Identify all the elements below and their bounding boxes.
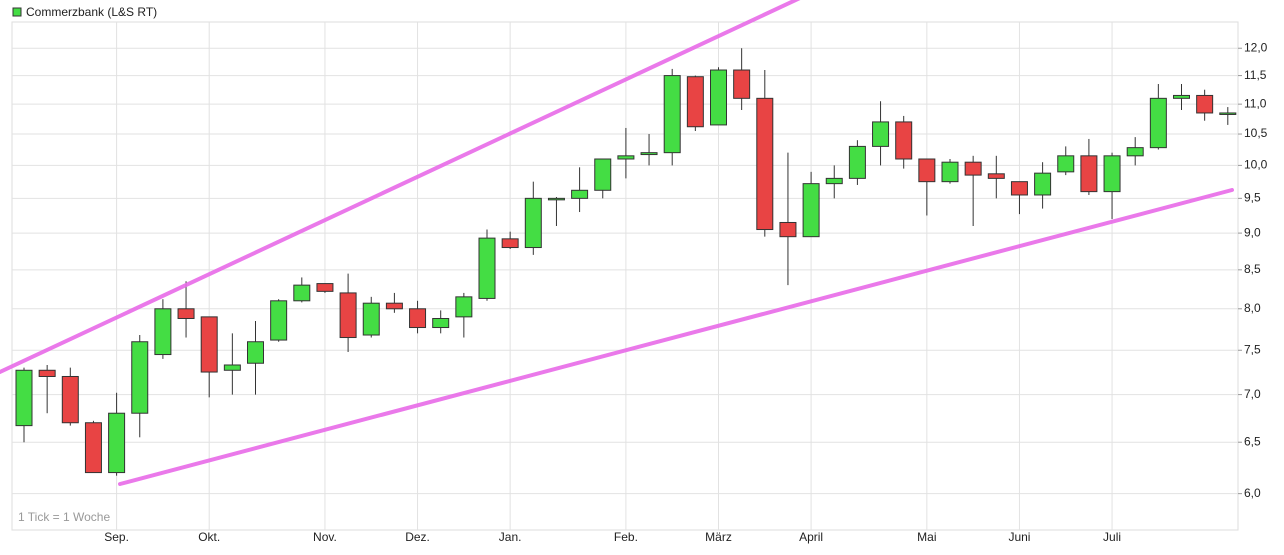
trend-line <box>0 0 801 374</box>
candle-body <box>1219 112 1237 115</box>
candle-body <box>108 412 126 474</box>
x-tick-label: Juli <box>1103 530 1121 544</box>
candle-body <box>38 369 56 377</box>
candle-body <box>941 161 959 183</box>
candle-body <box>432 317 450 329</box>
candle-body <box>61 375 79 424</box>
y-tick-label: 9,5 <box>1244 191 1261 205</box>
candle-body <box>1103 155 1121 193</box>
candle-body <box>1126 147 1144 157</box>
x-tick-label: Nov. <box>313 530 337 544</box>
candle-body <box>617 155 635 160</box>
candle-body <box>547 197 565 201</box>
candle-body <box>385 302 403 310</box>
candle-body <box>733 69 751 99</box>
candle-body <box>825 177 843 185</box>
candle-body <box>293 284 311 302</box>
candle-body <box>895 121 913 160</box>
candle-body <box>131 341 149 414</box>
candle-body <box>177 308 195 319</box>
y-tick-label: 12,0 <box>1244 40 1268 54</box>
candle-body <box>756 97 774 231</box>
candle-body <box>524 197 542 249</box>
y-tick-label: 10,0 <box>1244 158 1268 172</box>
x-tick-label: Jan. <box>499 530 522 544</box>
candle-body <box>15 369 33 427</box>
candle-body <box>316 283 334 292</box>
candle-body <box>802 183 820 238</box>
candle-body <box>686 76 704 128</box>
candle-body <box>872 121 890 147</box>
y-tick-label: 6,5 <box>1244 434 1261 448</box>
candle-body <box>223 364 241 371</box>
candle-body <box>987 173 1005 179</box>
candle-body <box>1010 181 1028 196</box>
y-tick-label: 9,0 <box>1244 225 1261 239</box>
x-tick-label: Sep. <box>104 530 129 544</box>
x-tick-label: Dez. <box>405 530 430 544</box>
y-tick-label: 6,0 <box>1244 486 1261 500</box>
candle-body <box>1173 94 1190 99</box>
candle-body <box>84 422 102 474</box>
x-tick-label: Feb. <box>614 530 638 544</box>
y-tick-label: 11,0 <box>1244 96 1267 110</box>
candle-body <box>200 316 218 373</box>
candle-body <box>409 308 427 329</box>
y-tick-label: 7,0 <box>1244 387 1261 401</box>
candle-body <box>594 158 612 191</box>
candle-body <box>270 300 288 341</box>
candle-body <box>964 161 982 176</box>
y-tick-label: 7,5 <box>1244 342 1261 356</box>
legend-label: Commerzbank (L&S RT) <box>26 5 157 19</box>
candle-body <box>1034 172 1052 196</box>
candle-body <box>779 221 797 238</box>
candles <box>15 48 1237 476</box>
candle-body <box>710 69 727 126</box>
candle-body <box>1057 155 1075 173</box>
plot-area <box>11 21 1239 531</box>
y-tick-label: 11,5 <box>1244 68 1267 82</box>
candle-body <box>154 308 172 356</box>
candle-body <box>455 296 473 318</box>
x-tick-label: Mai <box>917 530 936 544</box>
x-tick-label: Okt. <box>198 530 220 544</box>
candle-body <box>663 75 681 154</box>
y-tick-label: 8,5 <box>1244 262 1261 276</box>
annotation: 1 Tick = 1 Woche <box>18 510 110 524</box>
legend-swatch <box>12 7 22 17</box>
candle-body <box>1080 155 1098 193</box>
candle-body <box>640 152 658 156</box>
candle-body <box>848 145 866 179</box>
candle-body <box>1149 97 1167 149</box>
trend-line <box>118 188 1234 486</box>
candle-body <box>1196 94 1214 114</box>
candle-body <box>478 237 496 299</box>
candle-body <box>918 158 936 183</box>
x-tick-label: April <box>799 530 823 544</box>
candle-body <box>247 341 264 364</box>
x-tick-label: März <box>705 530 732 544</box>
x-tick-label: Juni <box>1008 530 1030 544</box>
candle-body <box>362 302 380 336</box>
y-tick-label: 8,0 <box>1244 301 1261 315</box>
y-tick-label: 10,5 <box>1244 126 1268 140</box>
candle-body <box>339 292 357 339</box>
candle-body <box>501 238 519 249</box>
candle-body <box>571 189 589 199</box>
